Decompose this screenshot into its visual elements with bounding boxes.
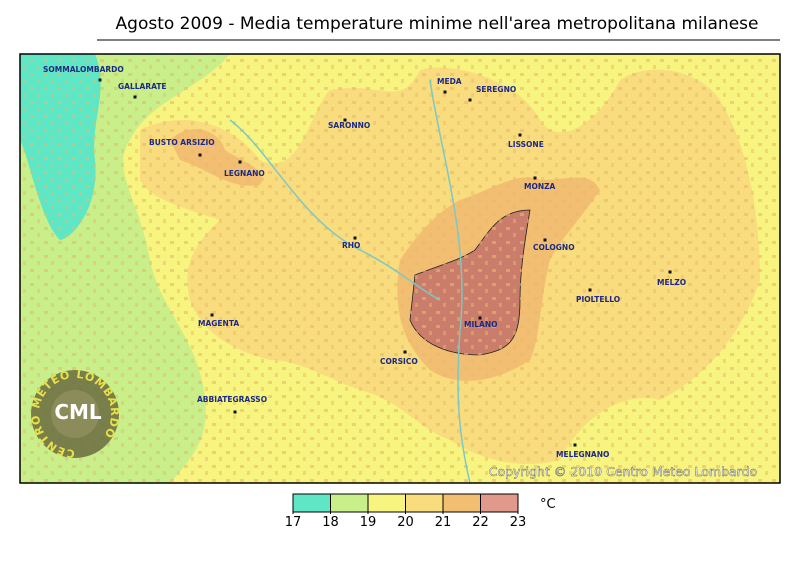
town-dot <box>443 90 447 94</box>
town-dot <box>233 410 237 414</box>
town-label: CORSICO <box>380 357 418 366</box>
town-label: MELZO <box>657 278 686 287</box>
town-label: RHO <box>342 241 360 250</box>
town-label: LEGNANO <box>224 169 265 178</box>
town-dot <box>468 98 472 102</box>
legend-swatch <box>330 493 369 513</box>
legend-tick-label: 19 <box>360 515 377 530</box>
town-label: MELEGNANO <box>556 450 609 459</box>
town-dot <box>98 78 102 82</box>
town-label: MONZA <box>524 182 556 191</box>
town-label: LISSONE <box>508 140 544 149</box>
town-label: BUSTO ARSIZIO <box>149 138 215 147</box>
legend-tick-label: 23 <box>510 515 527 530</box>
legend-unit: °C <box>540 497 556 512</box>
legend-swatch <box>405 493 444 513</box>
map <box>19 53 781 484</box>
legend-swatch <box>442 493 481 513</box>
town-label: ABBIATEGRASSO <box>197 395 267 404</box>
town-label: SARONNO <box>328 121 370 130</box>
town-dot <box>343 118 347 122</box>
logo-initials: CML <box>54 400 102 424</box>
town-labels: SOMMALOMBARDO GALLARATE BUSTO ARSIZIO LEGNA… <box>43 65 686 459</box>
legend-tick-label: 22 <box>472 515 489 530</box>
town-dot <box>668 270 672 274</box>
town-label: MAGENTA <box>198 319 239 328</box>
town-dot <box>573 443 577 447</box>
legend-tick-label: 18 <box>322 515 339 530</box>
legend-tick-label: 21 <box>435 515 452 530</box>
town-label: SOMMALOMBARDO <box>43 65 124 74</box>
legend-swatch <box>367 493 406 513</box>
town-dot <box>518 133 522 137</box>
legend-tick-label: 17 <box>285 515 302 530</box>
town-label: COLOGNO <box>533 243 575 252</box>
town-label: MEDA <box>437 77 462 86</box>
town-dot <box>403 350 407 354</box>
legend: 17 18 19 20 21 22 23 <box>285 493 527 530</box>
town-label: MILANO <box>464 320 498 329</box>
legend-swatch <box>480 493 519 513</box>
legend-tick-label: 20 <box>397 515 414 530</box>
town-label: PIOLTELLO <box>576 295 620 304</box>
town-label: SEREGNO <box>476 85 516 94</box>
town-dot <box>210 313 214 317</box>
copyright: Copyright © 2010 Centro Meteo Lombardo <box>489 464 757 479</box>
town-dot <box>238 160 242 164</box>
title: Agosto 2009 - Media temperature minime n… <box>116 14 759 34</box>
town-dot <box>353 236 357 240</box>
town-dot <box>533 176 537 180</box>
town-dot <box>478 316 482 320</box>
town-dot <box>588 288 592 292</box>
town-dot <box>133 95 137 99</box>
legend-swatch <box>292 493 331 513</box>
town-dot <box>543 238 547 242</box>
town-dot <box>198 153 202 157</box>
town-label: GALLARATE <box>118 82 167 91</box>
logo: CENTRO METEO LOMBARDO CML <box>29 368 120 460</box>
